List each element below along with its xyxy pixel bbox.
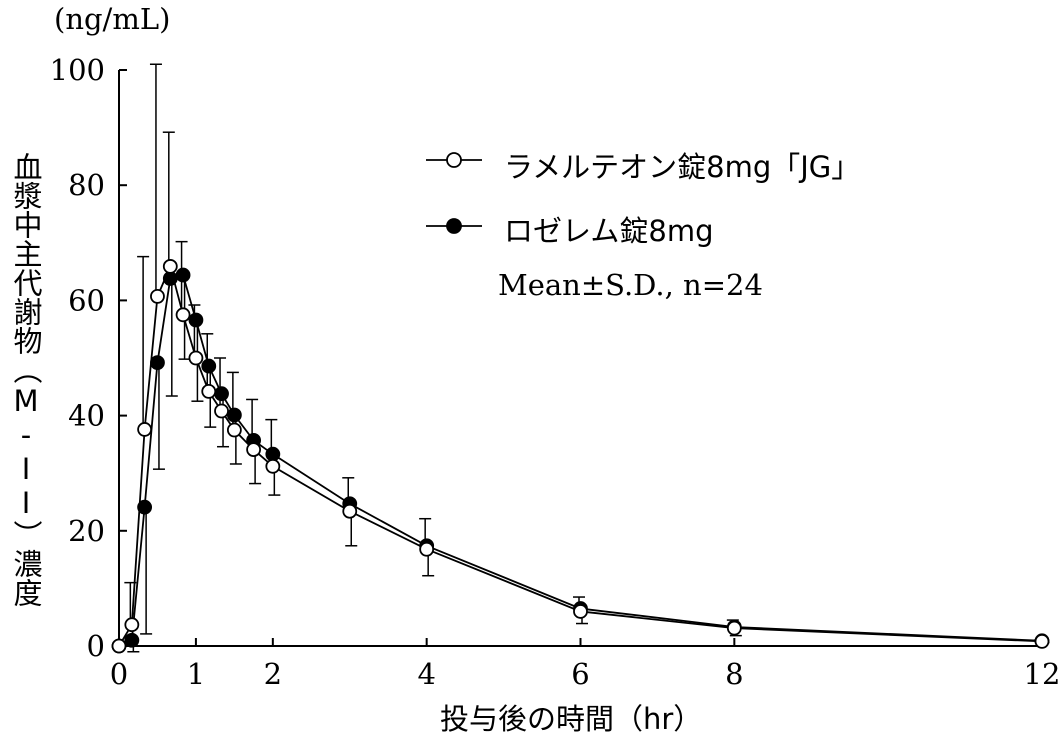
y-tick-label: 0 [87,629,105,663]
series-markers [111,259,1050,654]
data-point-reference [124,632,140,648]
data-point-test [726,620,742,636]
data-point-test [419,541,435,557]
legend-label-test: ラメルテオン錠8mg「JG」 [504,150,861,184]
x-tick-label: 0 [110,657,128,691]
x-tick-label: 4 [417,657,435,691]
data-point-reference [137,499,153,515]
data-point-test [246,442,262,457]
data-point-reference [201,358,217,374]
data-point-reference [162,271,178,286]
data-point-reference [214,386,229,402]
data-point-test [150,288,165,304]
data-point-test [137,422,153,437]
legend-graphics [426,152,482,234]
data-point-test [175,307,191,323]
x-tick-label: 8 [725,657,743,691]
data-point-test [1034,633,1050,649]
series-line-test [118,263,1043,647]
data-point-test [214,403,229,419]
series-line-reference [118,273,1043,647]
legend-label-reference: ロゼレム錠8mg [504,214,714,248]
y-tick-label: 40 [68,399,105,433]
data-point-reference [188,312,204,328]
data-point-test [188,350,204,366]
x-tick-label: 2 [264,657,282,691]
y-tick-label: 60 [68,283,105,317]
y-tick-label: 100 [50,53,105,87]
data-point-test [201,384,217,399]
y-axis-label: 血漿中主代謝物（M-II）濃度 [9,152,43,607]
data-point-reference [226,407,242,423]
stats-note: Mean±S.D., n=24 [498,268,763,302]
y-tick-label: 20 [68,514,105,548]
x-axis-label: 投与後の時間（hr） [440,702,703,736]
y-unit-label: (ng/mL) [54,2,171,36]
data-point-test [124,617,140,633]
x-tick-label: 12 [1024,657,1061,691]
data-point-test [226,422,242,438]
legend-marker-reference [446,218,462,234]
x-tick-label: 1 [187,657,205,691]
data-point-reference [175,267,191,283]
data-point-test [111,638,127,654]
legend-marker-test [446,152,462,168]
data-point-test [265,458,281,474]
data-point-reference [265,446,281,462]
y-tick-label: 80 [68,168,105,202]
data-point-test [162,259,178,274]
data-point-test [342,503,358,519]
series-lines [118,263,1043,647]
x-tick-label: 6 [571,657,589,691]
data-point-reference [150,355,165,371]
data-point-test [573,604,588,619]
